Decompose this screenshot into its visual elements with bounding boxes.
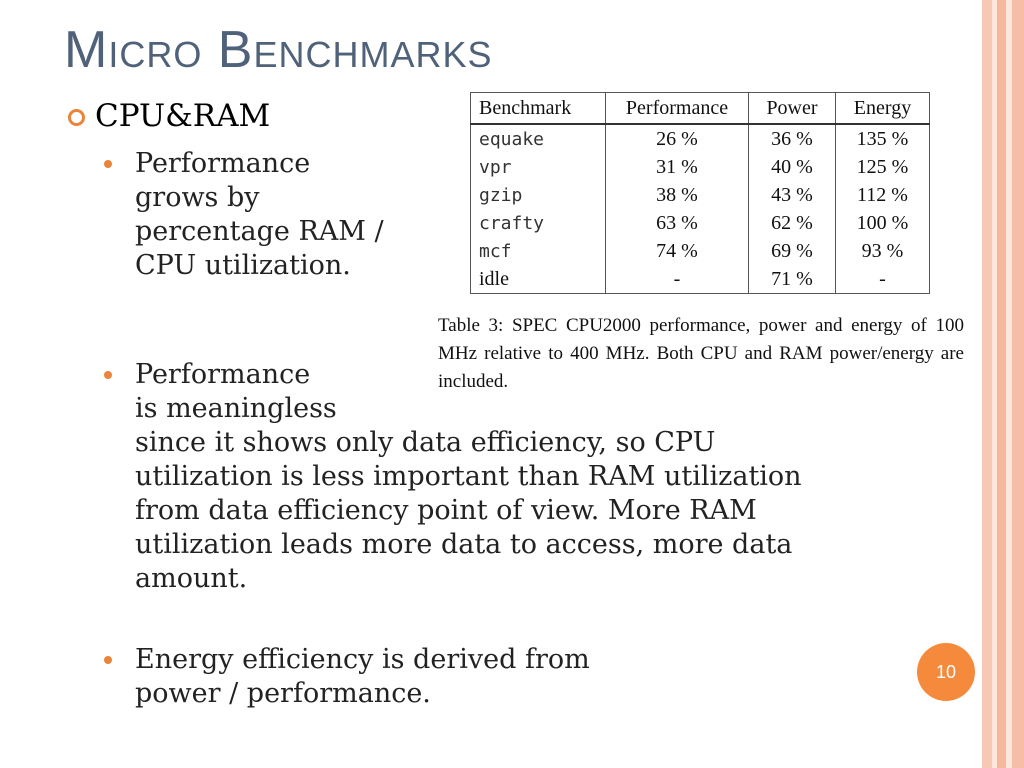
table-cell: vpr — [470, 153, 606, 181]
table-cell: 40 % — [748, 153, 836, 181]
table-cell: 31 % — [605, 153, 749, 181]
table-cell: gzip — [470, 181, 606, 209]
table-cell: 26 % — [605, 124, 749, 153]
dot-bullet-icon — [104, 160, 112, 168]
table-cell: crafty — [470, 209, 606, 237]
table-cell: 112 % — [857, 183, 908, 206]
bullet-text: Energy efficiency is derived from power … — [135, 643, 590, 711]
table-header: Performance — [605, 92, 749, 125]
level1-item: CPU&RAM — [68, 98, 270, 134]
table-cell: mcf — [470, 237, 606, 265]
table-row: gzip 38 % 43 % 112 % — [470, 181, 930, 209]
table-cell: 71 % — [748, 265, 836, 294]
slide-title: Micro Benchmarks — [64, 21, 493, 79]
decor-stripe — [982, 0, 992, 768]
decor-stripe — [992, 0, 997, 768]
decor-stripe — [1006, 0, 1012, 768]
table-caption: Table 3: SPEC CPU2000 performance, power… — [438, 315, 964, 392]
bullet-line: since it shows only data efficiency, so … — [135, 427, 716, 458]
table-row: crafty 63 % 62 % 100 % — [470, 209, 930, 237]
benchmark-table: Benchmark Performance Power Energy equak… — [470, 92, 930, 294]
dot-bullet-icon — [104, 371, 112, 379]
table-row: mcf 74 % 69 % 93 % — [470, 237, 930, 265]
bullet-line: power / performance. — [135, 678, 431, 709]
dot-bullet-icon — [104, 656, 112, 664]
bullet-line: from data efficiency point of view. More… — [135, 495, 757, 526]
table-cell: 125 % — [856, 155, 909, 178]
bullet-line: utilization is less important than RAM u… — [135, 461, 802, 492]
bullet-line: utilization leads more data to access, m… — [135, 529, 793, 560]
table-row: vpr 31 % 40 % 125 % — [470, 153, 930, 181]
table-cell: - — [605, 265, 749, 294]
bullet-text: Performance is meaningless since it show… — [135, 358, 802, 596]
level1-label: CPU&RAM — [95, 98, 271, 134]
table-cell: - — [879, 267, 886, 290]
table-header: Benchmark — [470, 92, 606, 125]
bullet-line: amount. — [135, 563, 248, 594]
table-cell: equake — [470, 124, 606, 153]
table-cell: 43 % — [748, 181, 836, 209]
table-cell: 36 % — [748, 124, 836, 153]
bullet-line: is meaningless — [135, 393, 337, 424]
table-cell: 135 % — [856, 127, 909, 150]
table-cell: 69 % — [748, 237, 836, 265]
table-cell: 100 % — [856, 211, 909, 234]
page-number-badge: 10 — [917, 643, 975, 701]
table-cell: 93 % — [861, 239, 904, 262]
table-header: Power — [748, 92, 836, 125]
table-cell: 74 % — [605, 237, 749, 265]
table-cell: idle — [470, 265, 606, 294]
table-header-row: Benchmark Performance Power Energy — [470, 92, 930, 125]
table-cell: 62 % — [748, 209, 836, 237]
table-cell: 63 % — [605, 209, 749, 237]
bullet-line: Performance — [135, 359, 311, 390]
bullet-text: Performance grows by percentage RAM / CP… — [135, 148, 384, 281]
table-row: equake 26 % 36 % 135 % — [470, 124, 930, 153]
ring-bullet-icon — [68, 108, 85, 126]
table-row: idle - 71 % - — [470, 265, 930, 294]
table-header: Energy — [835, 92, 930, 125]
table-cell: 38 % — [605, 181, 749, 209]
bullet-line: Energy efficiency is derived from — [135, 644, 590, 675]
decor-stripe — [1012, 0, 1024, 768]
decor-stripe — [997, 0, 1006, 768]
